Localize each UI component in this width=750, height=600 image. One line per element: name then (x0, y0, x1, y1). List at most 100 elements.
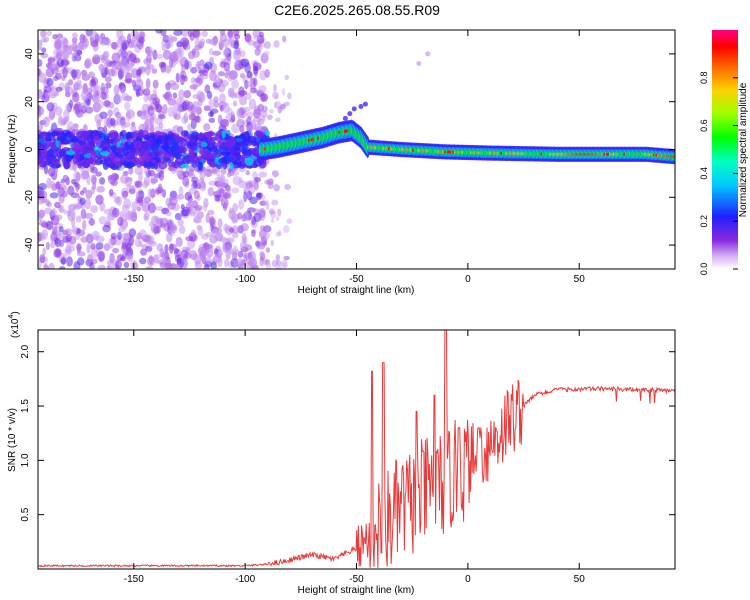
spectrogram-x-tick-label-1: -100 (235, 274, 255, 285)
spectrogram-cell-688 (88, 218, 95, 226)
spectrogram-cell-1152 (130, 125, 137, 132)
spectrogram-cell-994 (176, 41, 184, 48)
spectrogram-cell-1278 (181, 258, 189, 269)
spectrogram-cell-797 (52, 33, 58, 40)
spectrogram-cell-2145 (194, 156, 203, 161)
spectrogram-cell-489 (153, 254, 161, 260)
spectrogram-cell-1063 (56, 58, 65, 68)
colorbar-tick-label-2: 0.4 (699, 167, 709, 180)
spectrogram-cell-582 (85, 30, 93, 37)
spectrogram-cell-1343 (40, 30, 47, 38)
snr-y-tick-label-2: 1.5 (20, 399, 31, 413)
spectrogram-cell-863 (63, 109, 70, 120)
spectrogram-cell-351 (204, 84, 211, 94)
spectrogram-cell-931 (178, 89, 185, 100)
spectrogram-cell-804 (39, 254, 46, 264)
spectrogram-cell-1391 (89, 262, 95, 269)
spectrogram-cell-1318 (70, 216, 76, 228)
spectrogram-cell-1074 (172, 109, 181, 116)
spectrogram-cell-2051 (124, 141, 135, 151)
spectrogram-cell-2144 (104, 159, 114, 168)
spectrogram-cell-1382 (203, 202, 208, 212)
spectrogram-cell-1209 (239, 125, 245, 133)
spectrogram-cell-1156 (157, 114, 166, 120)
spectrogram-cell-503 (41, 47, 47, 54)
spectrogram-cell-1305 (261, 94, 268, 102)
spectrogram-cell-1252 (131, 79, 137, 88)
spectrogram-cell-898 (168, 195, 178, 206)
spectrogram-cell-1310 (97, 264, 106, 269)
spectrogram-cell-1127 (192, 93, 199, 100)
colorbar-ticks: 0.0 0.2 0.4 0.6 0.8 (699, 72, 738, 275)
spectrogram-cell-1167 (38, 72, 47, 83)
spectrogram-cell-1032 (128, 235, 135, 247)
spectrogram-cell-1399 (230, 169, 240, 176)
spectrogram-cell-1327 (141, 110, 147, 116)
spectrogram-cell-2143 (146, 161, 154, 168)
spectrogram-cell-1363 (45, 220, 54, 231)
spectrogram-cell-864 (224, 258, 229, 268)
spectrogram-cell-1320 (180, 249, 189, 260)
spectrogram-cell-2147 (151, 141, 156, 150)
spectrogram-cell-1984 (178, 145, 186, 154)
spectrogram-cell-1268 (169, 223, 178, 234)
snr-x-tick-label-0: -150 (124, 574, 144, 585)
spectrogram-cell-1170 (147, 256, 155, 267)
spectrogram-cell-1370 (227, 71, 234, 82)
spectrogram-cell-2064 (245, 138, 253, 146)
spectrogram-cell-1385 (228, 227, 235, 233)
spectrogram-cell-240 (140, 248, 148, 256)
spectrogram-cell-1436 (269, 210, 275, 215)
spectrogram-cell-1317 (59, 239, 65, 248)
spectrogram-cell-844 (195, 76, 202, 88)
spectrogram-cell-1447 (265, 247, 271, 253)
spectrogram-cell-245 (38, 260, 42, 269)
colorbar-tick-label-1: 0.2 (699, 215, 709, 228)
spectrogram-cell-1355 (145, 245, 153, 252)
spectrogram-cell-926 (77, 79, 82, 86)
spectrogram-x-tick-label-4: 50 (574, 274, 586, 285)
spectrogram-cell-878 (113, 94, 123, 104)
spectrogram-cell-1002 (38, 39, 43, 51)
spectrogram-cell-1354 (138, 31, 145, 39)
spectrogram-cell-2013 (109, 144, 117, 151)
spectrogram-cell-1342 (150, 174, 156, 186)
spectrogram-cell-1434 (270, 239, 275, 247)
spectrogram-cell-1010 (205, 231, 213, 238)
spectrogram-cell-1164 (131, 209, 137, 218)
spectrogram-cell-792 (72, 92, 80, 103)
spectrogram-cell-1235 (89, 78, 97, 88)
colorbar-gradient (712, 30, 738, 269)
spectrogram-cell-1419 (284, 255, 291, 261)
spectrogram-cell-1304 (79, 190, 85, 196)
spectrogram-cell-698 (38, 105, 45, 116)
spectrogram-cell-1131 (75, 183, 81, 190)
spectrogram-cell-940 (172, 92, 178, 99)
spectrogram-cell-2162 (351, 106, 357, 112)
spectrogram-cell-857 (222, 102, 230, 114)
spectrogram-cell-1081 (261, 115, 266, 122)
spectrogram-cell-843 (207, 186, 214, 197)
spectrogram-cell-680 (217, 256, 223, 268)
spectrogram-cell-1007 (79, 197, 86, 206)
spectrogram-cell-1426 (260, 194, 266, 200)
spectrogram-cell-2085 (143, 154, 150, 164)
spectrogram-cell-606 (40, 190, 48, 199)
spectrogram-cell-1123 (191, 30, 200, 38)
spectrogram-cell-1020 (113, 84, 120, 96)
spectrogram-cell-788 (180, 74, 185, 86)
spectrogram-cell-1983 (142, 134, 152, 140)
spectrogram-cell-1231 (136, 74, 142, 83)
spectrogram-cell-380 (138, 172, 143, 183)
spectrogram-cell-1333 (79, 101, 89, 111)
spectrogram-cell-811 (222, 191, 232, 200)
spectrogram-cell-995 (38, 211, 44, 218)
spectrogram-cell-2146 (70, 142, 81, 151)
spectrogram-cell-1254 (64, 86, 74, 95)
spectrogram-cell-1223 (135, 90, 140, 98)
spectrogram-cell-2137 (81, 131, 90, 140)
spectrogram-cell-719 (106, 259, 114, 266)
spectrogram-cell-2079 (177, 138, 188, 147)
spectrogram-cell-922 (167, 34, 174, 44)
spectrogram-cell-1396 (259, 250, 265, 258)
